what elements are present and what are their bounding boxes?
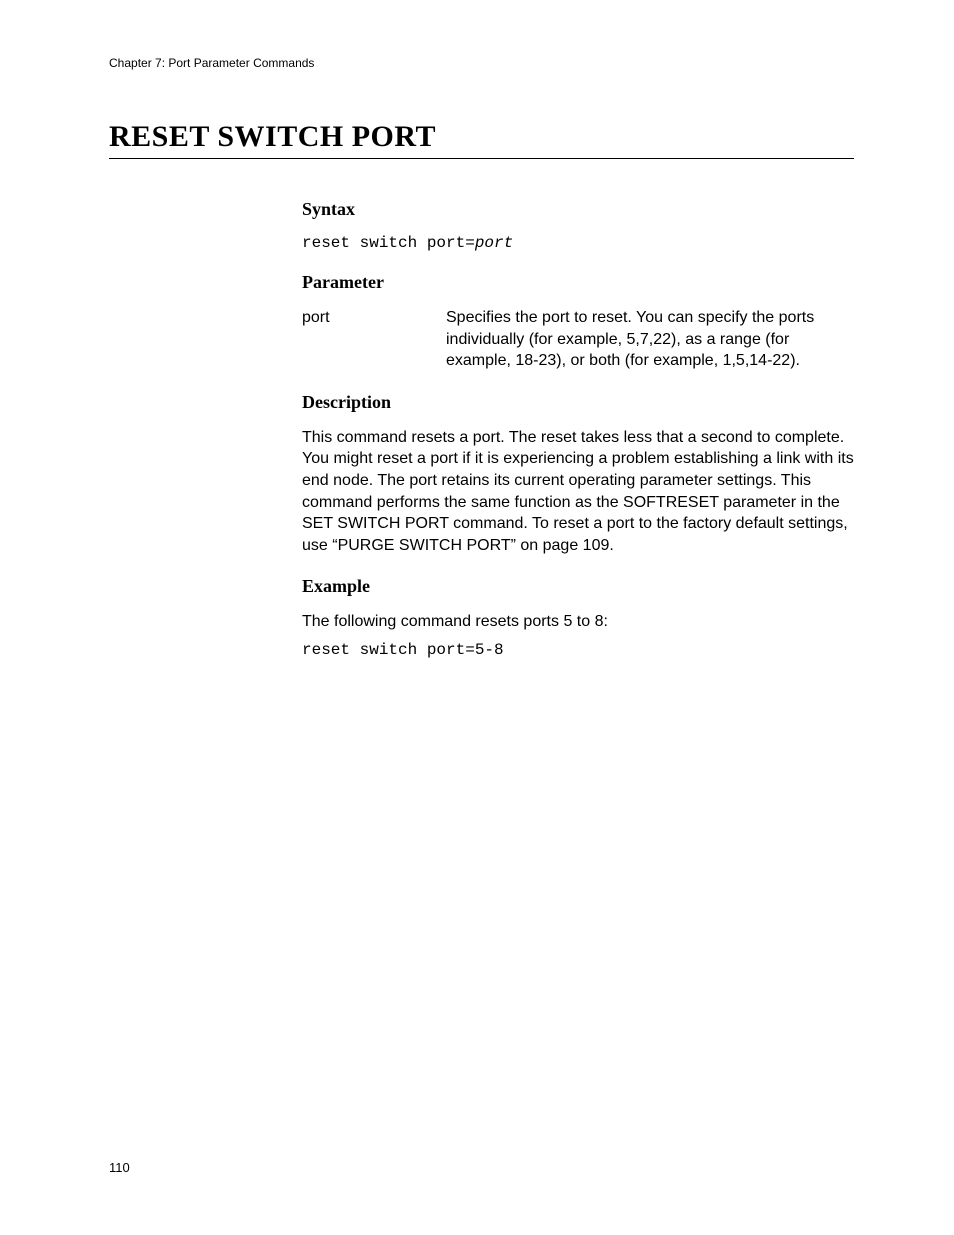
syntax-heading: Syntax: [302, 199, 854, 220]
syntax-command-prefix: reset switch port=: [302, 234, 475, 252]
parameter-heading: Parameter: [302, 272, 854, 293]
content-block: Syntax reset switch port=port Parameter …: [302, 199, 854, 659]
example-code: reset switch port=5-8: [302, 641, 854, 659]
page-number: 110: [109, 1160, 130, 1175]
example-intro: The following command resets ports 5 to …: [302, 611, 854, 633]
running-head: Chapter 7: Port Parameter Commands: [109, 56, 854, 70]
page-title: RESET SWITCH PORT: [109, 120, 854, 154]
parameter-row: port Specifies the port to reset. You ca…: [302, 307, 854, 372]
title-rule: [109, 158, 854, 159]
syntax-line: reset switch port=port: [302, 234, 854, 252]
parameter-description: Specifies the port to reset. You can spe…: [446, 307, 854, 372]
page: Chapter 7: Port Parameter Commands RESET…: [0, 0, 954, 1235]
syntax-command-variable: port: [475, 234, 513, 252]
description-heading: Description: [302, 392, 854, 413]
description-text: This command resets a port. The reset ta…: [302, 427, 854, 557]
parameter-name: port: [302, 307, 446, 329]
example-heading: Example: [302, 576, 854, 597]
